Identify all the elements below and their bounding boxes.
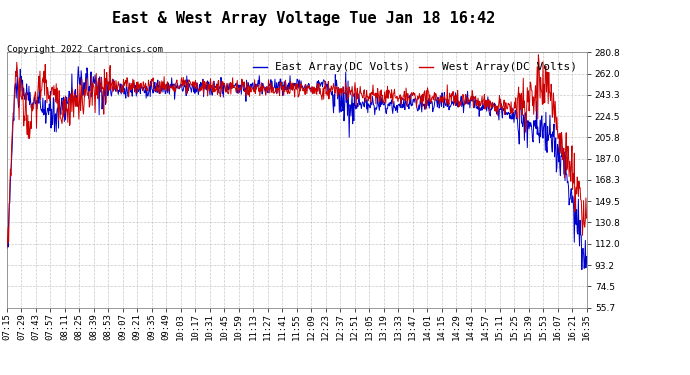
Text: East & West Array Voltage Tue Jan 18 16:42: East & West Array Voltage Tue Jan 18 16:…: [112, 11, 495, 26]
Legend: East Array(DC Volts), West Array(DC Volts): East Array(DC Volts), West Array(DC Volt…: [248, 58, 581, 77]
Text: Copyright 2022 Cartronics.com: Copyright 2022 Cartronics.com: [7, 45, 163, 54]
